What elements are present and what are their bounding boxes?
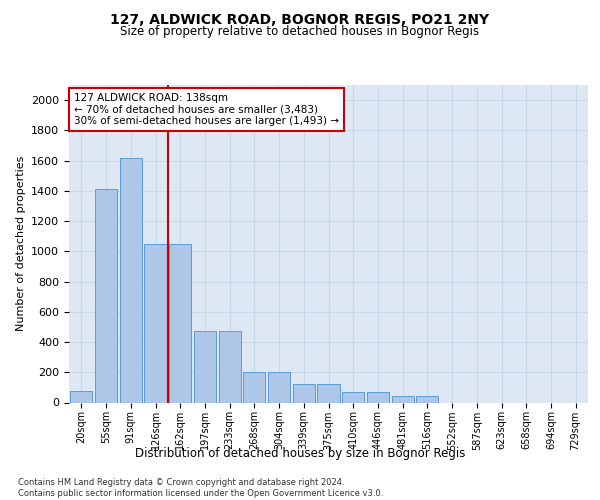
Bar xyxy=(119,158,142,402)
Y-axis label: Number of detached properties: Number of detached properties xyxy=(16,156,26,332)
Bar xyxy=(145,244,167,402)
Bar xyxy=(194,332,216,402)
Bar xyxy=(293,384,315,402)
Bar xyxy=(169,244,191,402)
Bar xyxy=(367,392,389,402)
Text: Distribution of detached houses by size in Bognor Regis: Distribution of detached houses by size … xyxy=(135,448,465,460)
Text: 127, ALDWICK ROAD, BOGNOR REGIS, PO21 2NY: 127, ALDWICK ROAD, BOGNOR REGIS, PO21 2N… xyxy=(110,12,490,26)
Text: 127 ALDWICK ROAD: 138sqm
← 70% of detached houses are smaller (3,483)
30% of sem: 127 ALDWICK ROAD: 138sqm ← 70% of detach… xyxy=(74,93,339,126)
Bar xyxy=(95,190,117,402)
Bar xyxy=(416,396,439,402)
Bar xyxy=(218,332,241,402)
Bar xyxy=(342,392,364,402)
Bar xyxy=(70,391,92,402)
Bar xyxy=(317,384,340,402)
Text: Size of property relative to detached houses in Bognor Regis: Size of property relative to detached ho… xyxy=(121,25,479,38)
Bar xyxy=(392,396,414,402)
Bar xyxy=(243,372,265,402)
Bar xyxy=(268,372,290,402)
Text: Contains HM Land Registry data © Crown copyright and database right 2024.
Contai: Contains HM Land Registry data © Crown c… xyxy=(18,478,383,498)
